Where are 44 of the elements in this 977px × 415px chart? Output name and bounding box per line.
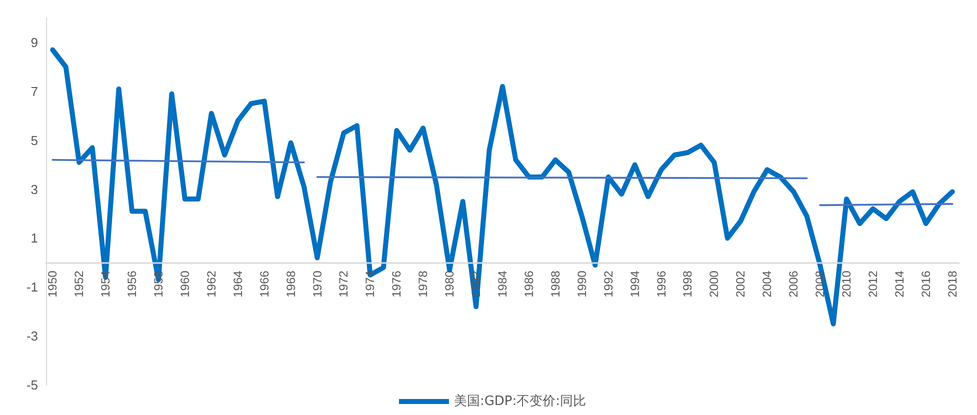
x-tick-label: 1974 — [363, 270, 378, 298]
y-tick-label: 5 — [30, 132, 38, 148]
x-tick-label: 1990 — [574, 270, 589, 298]
x-tick-label: 1992 — [601, 270, 616, 298]
y-tick-label: 9 — [30, 34, 38, 50]
y-tick-label: 3 — [30, 182, 38, 197]
x-tick-label: 1950 — [46, 270, 60, 298]
x-tick-label: 1980 — [442, 270, 457, 298]
y-tick-label: 7 — [30, 84, 38, 99]
x-tick-label: 1986 — [522, 270, 536, 298]
x-tick-label: 1970 — [310, 270, 324, 298]
x-tick-label: 1996 — [654, 270, 668, 298]
x-tick-label: 1952 — [72, 270, 86, 298]
x-tick-label: 1982 — [469, 270, 484, 298]
x-tick-label: 1988 — [548, 270, 562, 298]
x-tick-label: 1962 — [204, 270, 218, 298]
x-tick-label: 1998 — [680, 270, 695, 298]
x-tick-label: 1984 — [496, 270, 510, 298]
x-tick-label: 1972 — [336, 270, 351, 298]
x-tick-label: 2002 — [734, 270, 748, 298]
x-tick-label: 1976 — [390, 270, 404, 298]
x-tick-label: 1994 — [628, 270, 642, 298]
x-tick-label: 1956 — [125, 270, 140, 298]
x-tick-label: 2004 — [760, 270, 774, 298]
x-tick-label: 1958 — [151, 270, 166, 298]
x-tick-label: 2016 — [918, 270, 933, 298]
legend-label: 美国:GDP:不变价:同比 — [454, 393, 586, 409]
y-tick-label: -1 — [26, 280, 38, 295]
x-tick-label: 1964 — [230, 270, 245, 298]
y-tick-label: 1 — [30, 230, 38, 246]
x-tick-label: 2014 — [892, 270, 906, 298]
x-tick-label: 2010 — [840, 270, 854, 298]
y-tick-label: -3 — [26, 328, 38, 344]
x-tick-label: 2018 — [945, 270, 960, 298]
x-tick-label: 1968 — [284, 270, 298, 298]
x-tick-label: 1966 — [257, 270, 272, 298]
x-tick-label: 1954 — [98, 270, 113, 298]
x-tick-label: 2006 — [786, 270, 801, 298]
x-tick-label: 1978 — [416, 270, 430, 298]
x-tick-label: 2000 — [707, 270, 722, 298]
x-tick-label: 2012 — [866, 270, 880, 298]
y-tick-label: -5 — [26, 378, 38, 392]
x-tick-label: 2008 — [813, 270, 828, 298]
x-tick-label: 1960 — [178, 270, 192, 298]
